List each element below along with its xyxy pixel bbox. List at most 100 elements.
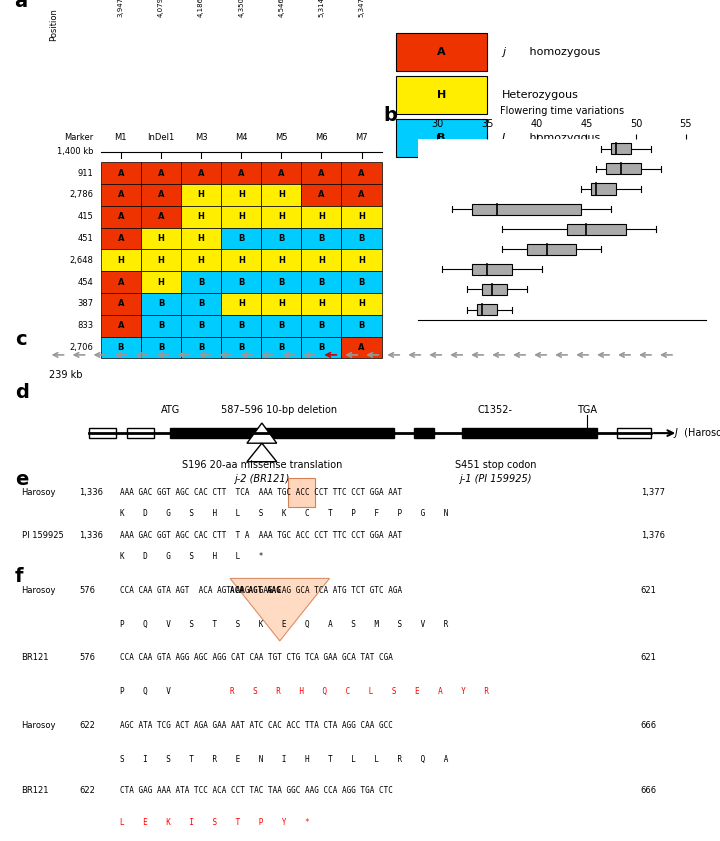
Bar xyxy=(302,336,341,358)
Text: c: c xyxy=(15,330,27,349)
Bar xyxy=(302,293,341,315)
Bar xyxy=(101,293,141,315)
Bar xyxy=(606,163,641,174)
Text: H: H xyxy=(158,278,164,287)
Bar xyxy=(472,264,512,275)
Text: 1,336: 1,336 xyxy=(79,488,103,497)
Text: A: A xyxy=(158,190,164,199)
Bar xyxy=(221,315,261,336)
Bar xyxy=(221,249,261,271)
Text: InDel1: InDel1 xyxy=(148,134,174,142)
Bar xyxy=(221,162,261,184)
Bar xyxy=(396,76,487,114)
Text: M3: M3 xyxy=(195,134,207,142)
Text: H: H xyxy=(358,299,365,309)
Bar xyxy=(221,293,261,315)
Text: B: B xyxy=(318,234,325,243)
Text: M7: M7 xyxy=(355,134,368,142)
Bar xyxy=(127,428,153,438)
Text: a: a xyxy=(14,0,27,11)
Bar xyxy=(567,224,626,235)
Bar xyxy=(414,428,434,438)
Text: 1,376: 1,376 xyxy=(641,531,665,540)
Text: 4,546,904: 4,546,904 xyxy=(279,0,284,17)
Text: homozygous: homozygous xyxy=(526,133,600,143)
Bar xyxy=(141,184,181,206)
Text: B: B xyxy=(198,299,204,309)
Text: CCA CAA GTA AGG AGC AGG CAT CAA TGT CTG TCA GAA GCA TAT CGA: CCA CAA GTA AGG AGC AGG CAT CAA TGT CTG … xyxy=(120,653,392,663)
Text: 621: 621 xyxy=(641,585,657,595)
Bar xyxy=(341,206,382,228)
Text: B: B xyxy=(158,299,164,309)
Text: 4,079,837: 4,079,837 xyxy=(158,0,164,17)
Text: A: A xyxy=(117,190,124,199)
Bar xyxy=(101,206,141,228)
Bar xyxy=(482,284,507,295)
Text: Marker: Marker xyxy=(64,134,94,142)
Bar xyxy=(261,184,302,206)
Bar xyxy=(181,315,221,336)
Bar xyxy=(141,228,181,249)
Text: 576: 576 xyxy=(79,585,95,595)
Text: B: B xyxy=(318,343,325,352)
Text: P    Q    V: P Q V xyxy=(120,687,189,696)
Text: AAA GAC GGT AGC CAC CTT  T A  AAA TGC ACC CCT TTC CCT GGA AAT: AAA GAC GGT AGC CAC CTT T A AAA TGC ACC … xyxy=(120,531,402,540)
Bar xyxy=(462,428,597,438)
Text: Position: Position xyxy=(50,8,58,41)
Bar xyxy=(141,336,181,358)
Text: TGA: TGA xyxy=(577,405,597,415)
Text: 4,186,256: 4,186,256 xyxy=(198,0,204,17)
Text: H: H xyxy=(238,190,245,199)
Text: b: b xyxy=(383,106,397,125)
Text: H: H xyxy=(238,256,245,265)
Text: Harosoy: Harosoy xyxy=(22,722,56,730)
Text: j-2 (BR121): j-2 (BR121) xyxy=(234,473,289,484)
Text: ACA AGT AAG: ACA AGT AAG xyxy=(230,585,281,595)
Text: B: B xyxy=(318,278,325,287)
Bar xyxy=(221,228,261,249)
Text: B: B xyxy=(359,278,365,287)
Bar xyxy=(611,143,631,155)
Text: H: H xyxy=(278,256,284,265)
Text: A: A xyxy=(359,190,365,199)
Text: PI 159925: PI 159925 xyxy=(22,531,63,540)
Bar xyxy=(101,228,141,249)
Bar xyxy=(141,162,181,184)
Text: 451: 451 xyxy=(78,234,94,243)
Bar xyxy=(181,206,221,228)
Text: BR121: BR121 xyxy=(22,653,49,663)
Bar xyxy=(341,162,382,184)
Bar xyxy=(89,428,117,438)
Bar xyxy=(261,336,302,358)
Bar xyxy=(302,184,341,206)
Bar xyxy=(341,271,382,293)
Text: Harosoy: Harosoy xyxy=(22,585,56,595)
Bar xyxy=(261,271,302,293)
Bar xyxy=(302,271,341,293)
Text: 387: 387 xyxy=(78,299,94,309)
Text: H: H xyxy=(278,299,284,309)
Bar xyxy=(221,271,261,293)
Bar xyxy=(261,206,302,228)
Text: K    D    G    S    H    L    S    K    C    T    P    F    P    G    N: K D G S H L S K C T P F P G N xyxy=(120,510,448,518)
Text: H: H xyxy=(158,234,164,243)
Bar xyxy=(341,336,382,358)
Bar xyxy=(181,336,221,358)
Text: 622: 622 xyxy=(79,786,95,796)
Bar xyxy=(396,33,487,71)
Text: H: H xyxy=(318,212,325,221)
Bar xyxy=(141,315,181,336)
Text: L    E    K    I    S    T    P    Y    *: L E K I S T P Y * xyxy=(120,817,310,827)
Text: A: A xyxy=(359,343,365,352)
Text: B: B xyxy=(278,234,284,243)
Bar xyxy=(341,315,382,336)
Polygon shape xyxy=(247,443,276,462)
Text: A: A xyxy=(318,190,325,199)
Text: B: B xyxy=(238,234,244,243)
Bar xyxy=(341,228,382,249)
Text: 3,947,292: 3,947,292 xyxy=(118,0,124,17)
Bar xyxy=(302,162,341,184)
Text: S451 stop codon: S451 stop codon xyxy=(454,459,536,469)
Text: P    Q    V    S    T    S    K    E    Q    A    S    M    S    V    R: P Q V S T S K E Q A S M S V R xyxy=(120,620,448,628)
Text: CTA GAG AAA ATA TCC ACA CCT TAC TAA GGC AAG CCA AGG TGA CTC: CTA GAG AAA ATA TCC ACA CCT TAC TAA GGC … xyxy=(120,786,392,796)
